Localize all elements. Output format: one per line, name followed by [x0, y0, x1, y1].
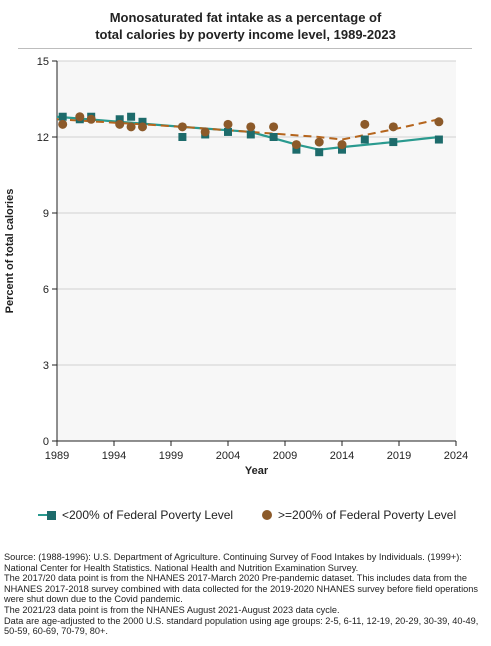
tick-label-y-9: 9	[43, 208, 49, 220]
point-above-200-1	[75, 112, 85, 122]
tick-label-x-1989: 1989	[45, 450, 69, 462]
point-below-200-14	[360, 135, 369, 144]
tick-label-y-0: 0	[43, 436, 49, 448]
tick-label-x-2004: 2004	[216, 450, 240, 462]
point-above-200-8	[223, 119, 233, 129]
tick-label-x-1999: 1999	[159, 450, 183, 462]
chart-title-line-2: total calories by poverty income level, …	[95, 27, 396, 42]
point-above-200-4	[126, 122, 136, 132]
tick-label-y-15: 15	[37, 56, 49, 68]
legend-circle-marker	[262, 510, 272, 520]
point-above-200-13	[337, 140, 347, 150]
point-above-200-14	[360, 119, 370, 129]
legend-item-above-200: >=200% of Federal Poverty Level	[262, 508, 456, 522]
point-below-200-13	[338, 145, 346, 154]
point-above-200-0	[58, 119, 68, 129]
x-axis-title: Year	[245, 465, 269, 477]
chart-title-line-1: Monosaturated fat intake as a percentage…	[109, 10, 382, 25]
footnote-2021-23: The 2021/23 data point is from the NHANE…	[4, 604, 340, 615]
point-above-200-16	[434, 117, 444, 127]
point-above-200-5	[138, 122, 147, 132]
footnotes: Source: (1988-1996): U.S. Department of …	[4, 552, 488, 637]
point-above-200-15	[388, 122, 398, 132]
point-above-200-9	[246, 122, 256, 132]
point-below-200-5	[138, 117, 147, 126]
point-below-200-10	[269, 133, 278, 141]
legend-item-below-200: <200% of Federal Poverty Level	[38, 508, 233, 522]
legend-label-above-200: >=200% of Federal Poverty Level	[278, 508, 457, 522]
point-above-200-10	[269, 122, 279, 132]
point-above-200-11	[291, 140, 301, 150]
tick-label-y-6: 6	[43, 284, 49, 296]
title-divider	[18, 48, 472, 49]
chart-title: Monosaturated fat intake as a percentage…	[0, 9, 491, 43]
point-below-200-15	[389, 138, 398, 147]
footnote-2017-20: The 2017/20 data point is from the NHANE…	[4, 573, 478, 605]
legend-line-below-200	[38, 514, 50, 516]
point-above-200-12	[314, 137, 324, 147]
tick-label-x-2014: 2014	[330, 450, 354, 462]
point-below-200-16	[434, 135, 443, 144]
point-below-200-0	[58, 112, 67, 121]
tick-label-x-2019: 2019	[387, 450, 411, 462]
plot-area: 0 3 6 9 12 15 1989 1994 1999 2004 2009 2014 2019 2024…	[4, 56, 468, 477]
point-below-200-8	[224, 127, 232, 136]
point-below-200-9	[246, 130, 255, 139]
point-below-200-4	[127, 112, 136, 121]
point-below-200-11	[292, 145, 301, 154]
point-below-200-12	[315, 148, 324, 157]
point-above-200-3	[115, 119, 125, 129]
point-above-200-2	[86, 114, 96, 124]
footnote-source: Source: (1988-1996): U.S. Department of …	[4, 552, 462, 573]
tick-label-x-1994: 1994	[102, 450, 126, 462]
point-above-200-6	[177, 122, 187, 132]
tick-label-x-2009: 2009	[273, 450, 297, 462]
point-above-200-7	[200, 127, 210, 137]
point-below-200-6	[178, 133, 187, 141]
trend-line-above-200	[56, 118, 440, 141]
chart-svg: 0 3 6 9 12 15 1989 1994 1999 2004 2009 2014 2019 2024…	[4, 56, 468, 477]
legend-square-marker	[47, 510, 56, 520]
tick-label-x-2024: 2024	[444, 450, 468, 462]
tick-label-y-3: 3	[43, 360, 49, 372]
point-below-200-3	[115, 115, 124, 124]
legend-label-below-200: <200% of Federal Poverty Level	[62, 508, 234, 522]
y-axis-title: Percent of total calories	[4, 189, 16, 314]
footnote-age-adjusted: Data are age-adjusted to the 2000 U.S. s…	[4, 615, 479, 637]
tick-label-y-12: 12	[37, 132, 49, 144]
